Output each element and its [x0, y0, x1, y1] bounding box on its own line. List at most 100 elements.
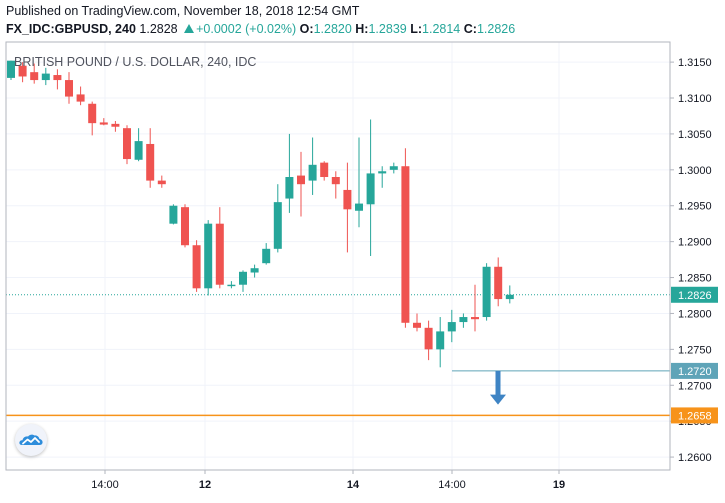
candle: [204, 220, 213, 296]
candle: [297, 151, 305, 217]
price-tick-label: 1.2750: [678, 344, 712, 356]
price-tags: 1.2826 1.2720 1.2658: [671, 286, 718, 424]
high-label: H:: [355, 22, 369, 36]
down-arrow: [490, 370, 506, 405]
ohlc-legend: FX_IDC:GBPUSD, 240 1.2828 +0.0002 (+0.02…: [6, 22, 515, 36]
up-triangle-icon: [184, 24, 195, 33]
symbol-label[interactable]: FX_IDC:GBPUSD, 240: [6, 22, 136, 36]
candle: [99, 118, 108, 126]
low-value: 1.2814: [422, 22, 461, 36]
candle: [169, 204, 178, 225]
candle: [88, 101, 97, 136]
time-tick-label: 14:00: [438, 479, 466, 491]
open-label: O:: [299, 22, 314, 36]
time-axis: 14:00 12 14 14:00 19: [91, 470, 565, 491]
candle-body: [401, 166, 410, 323]
candle-body: [30, 72, 39, 81]
candle-body: [285, 177, 294, 199]
candle-body: [273, 202, 282, 249]
candle-body: [53, 75, 62, 81]
candle: [41, 67, 50, 86]
candle: [146, 128, 155, 188]
time-tick-label: 12: [199, 479, 211, 491]
close-label: C:: [463, 22, 477, 36]
candle-body: [239, 271, 247, 285]
candle-body: [41, 73, 50, 81]
plot-area[interactable]: [6, 42, 670, 470]
candle: [320, 161, 329, 181]
price-tag-bg: [671, 286, 718, 303]
candle: [181, 204, 189, 248]
candle-body: [146, 143, 155, 181]
price-tag-bg: [671, 407, 718, 424]
price-tick-label: 1.3150: [678, 57, 712, 69]
time-tick-label: 14:00: [91, 479, 119, 491]
candle: [227, 281, 236, 289]
price-tag: 1.2826: [671, 286, 718, 303]
candle: [30, 63, 39, 84]
time-tick-label: 14: [347, 479, 360, 491]
candle: [53, 69, 62, 90]
price-tag-label: 1.2720: [678, 366, 712, 378]
price-axis: 1.3150 1.3100 1.3050 1.3000 1.2950 1.2900 1.28…: [670, 57, 712, 464]
price-tag: 1.2658: [671, 407, 718, 424]
candle-body: [389, 166, 398, 170]
candle-body: [355, 203, 363, 211]
last-price: 1.2828: [139, 22, 178, 36]
plot-border: [5, 41, 671, 471]
candle: [447, 309, 456, 343]
candle-body: [169, 205, 178, 224]
price-tag-bg: [671, 362, 718, 379]
price-tick-label: 1.2900: [678, 237, 712, 249]
candle-body: [308, 164, 317, 181]
tradingview-logo[interactable]: [15, 424, 47, 456]
price-tick-label: 1.2800: [678, 308, 712, 320]
candle-body: [320, 162, 329, 178]
candle-body: [65, 80, 73, 97]
candle: [7, 60, 15, 81]
price-tag: 1.2720: [671, 362, 718, 379]
price-tick-label: 1.3050: [678, 129, 712, 141]
candle: [18, 62, 27, 83]
candle-body: [331, 177, 340, 185]
level-lines: [6, 294, 670, 417]
candle: [366, 119, 375, 256]
price-tick-label: 1.2850: [678, 273, 712, 285]
price-tag-label: 1.2658: [678, 410, 712, 422]
candle: [273, 184, 282, 253]
candle: [413, 313, 421, 332]
arrow-head: [490, 394, 506, 405]
candle: [459, 313, 468, 328]
open-value: 1.2820: [313, 22, 352, 36]
candle: [134, 128, 143, 162]
candle: [111, 120, 120, 132]
time-tick-label: 19: [553, 479, 565, 491]
candle: [494, 257, 503, 307]
candle: [355, 137, 363, 228]
candle: [262, 243, 271, 265]
candle: [123, 125, 131, 165]
close-value: 1.2826: [476, 22, 516, 36]
candle-body: [181, 207, 189, 246]
candle-body: [215, 223, 224, 285]
candle: [157, 175, 166, 188]
candle: [331, 171, 340, 199]
candle: [401, 148, 410, 328]
candle: [505, 285, 514, 304]
candle-body: [250, 268, 259, 273]
candle-body: [99, 122, 108, 125]
price-tick-label: 1.2950: [678, 201, 712, 213]
candle-body: [76, 94, 85, 102]
price-tick-label: 1.3000: [678, 165, 712, 177]
price-tag-label: 1.2826: [678, 290, 712, 302]
candle: [76, 86, 85, 106]
chart-title: BRITISH POUND / U.S. DOLLAR, 240, IDC: [14, 55, 256, 69]
candle-body: [123, 128, 131, 160]
candle-body: [157, 180, 166, 185]
low-label: L:: [410, 22, 423, 36]
candle-body: [227, 284, 236, 287]
candle-body: [413, 322, 421, 328]
change-value: +0.0002 (+0.02%): [196, 22, 297, 36]
candle-body: [134, 141, 143, 160]
